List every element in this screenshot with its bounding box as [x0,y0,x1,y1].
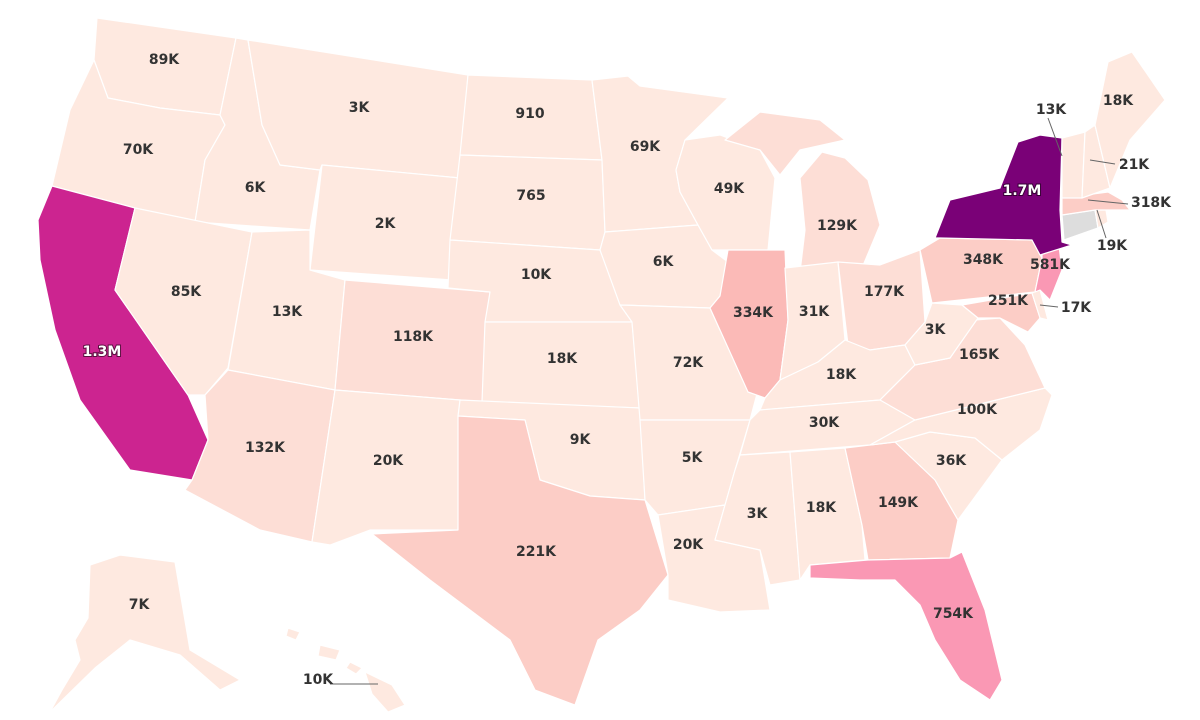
label-nd: 910 [515,106,544,122]
state-wi[interactable] [675,134,776,251]
label-ar: 5K [682,450,704,466]
state-tx[interactable] [371,415,669,706]
label-ga: 149K [878,495,919,511]
label-ne: 10K [521,267,552,283]
label-ks: 18K [547,351,578,367]
label-hi: 10K [303,672,334,688]
label-nh: 21K [1119,157,1150,173]
label-sc: 36K [936,453,967,469]
label-ms: 3K [747,506,769,522]
label-ak: 7K [129,597,151,613]
label-mi: 129K [817,218,858,234]
state-hi[interactable] [285,627,406,713]
label-or: 70K [123,142,154,158]
label-ct: 19K [1097,238,1128,254]
state-ny[interactable] [934,134,1073,256]
state-fl[interactable] [809,551,1003,701]
state-me[interactable] [1094,51,1166,189]
label-sd: 765 [516,188,545,204]
label-ny: 1.7M [1003,183,1042,199]
label-wy: 2K [375,216,397,232]
label-wi: 49K [714,181,745,197]
label-nm: 20K [373,453,404,469]
label-nv: 85K [171,284,202,300]
label-ma: 318K [1131,195,1172,211]
value-labels: 89K 70K 1.3M 6K 85K 3K 2K 13K 132K 118K … [82,52,1173,688]
label-id: 6K [245,180,267,196]
state-vt[interactable] [1061,131,1086,199]
label-la: 20K [673,537,704,553]
label-de: 17K [1061,300,1092,316]
label-ok: 9K [570,432,592,448]
label-co: 118K [393,329,434,345]
label-nc: 100K [957,402,998,418]
label-oh: 177K [864,284,905,300]
state-oh[interactable] [837,249,926,351]
label-mo: 72K [673,355,704,371]
state-ak[interactable] [49,554,241,713]
label-il: 334K [733,305,774,321]
label-pa: 348K [963,252,1004,268]
label-az: 132K [245,440,286,456]
state-mi[interactable] [724,111,881,273]
label-fl: 754K [933,606,974,622]
label-me: 18K [1103,93,1134,109]
label-vt: 13K [1036,102,1067,118]
label-mn: 69K [630,139,661,155]
label-ca: 1.3M [83,344,122,360]
label-in: 31K [799,304,830,320]
label-wa: 89K [149,52,180,68]
label-wv: 3K [925,322,947,338]
label-mt: 3K [349,100,371,116]
label-va: 165K [959,347,1000,363]
label-tx: 221K [516,544,557,560]
label-ia: 6K [653,254,675,270]
leader-lines [330,117,1129,685]
label-ky: 18K [826,367,857,383]
label-tn: 30K [809,415,840,431]
label-md: 251K [988,293,1029,309]
label-ut: 13K [272,304,303,320]
state-az[interactable] [184,369,336,543]
label-al: 18K [806,500,837,516]
label-nj: 581K [1030,257,1071,273]
